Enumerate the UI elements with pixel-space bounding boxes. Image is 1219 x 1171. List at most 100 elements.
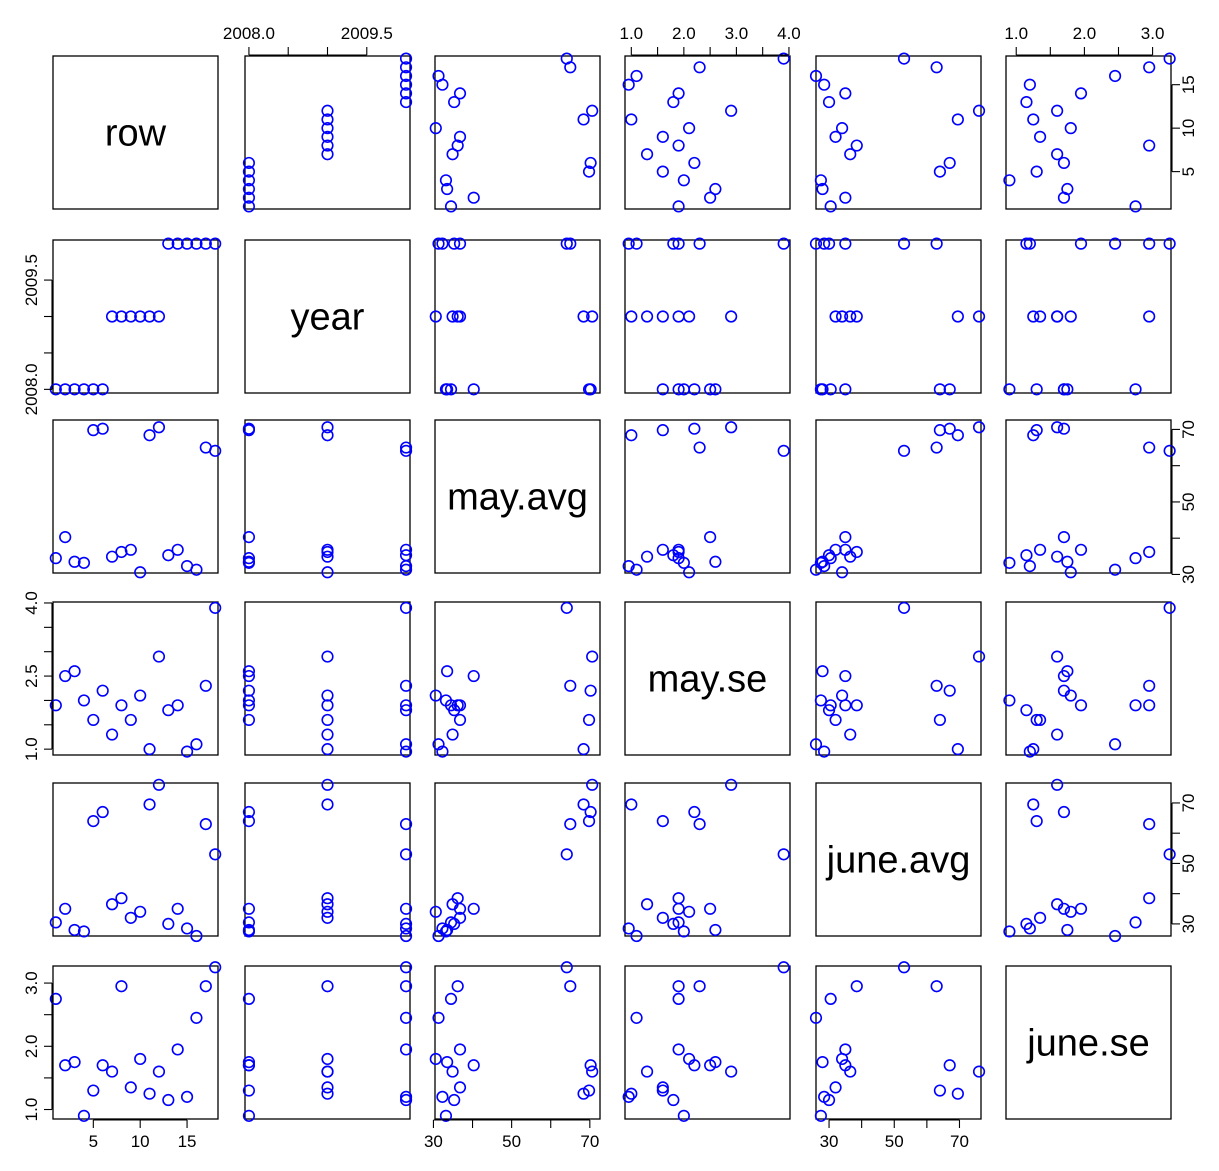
data-point	[134, 566, 147, 579]
data-point	[321, 713, 334, 727]
data-point	[850, 699, 863, 712]
data-point	[439, 174, 453, 187]
data-point	[586, 1065, 599, 1078]
variable-label-may-avg: may.avg	[447, 477, 588, 519]
data-point	[242, 1059, 256, 1072]
data-point	[1163, 237, 1176, 250]
data-point	[143, 1087, 156, 1100]
panel-frame	[434, 782, 601, 937]
data-point	[77, 925, 91, 938]
data-point	[49, 992, 62, 1005]
data-point	[242, 174, 256, 187]
data-point	[839, 237, 852, 250]
data-point	[429, 1052, 442, 1066]
data-point	[399, 61, 413, 74]
data-point	[321, 148, 334, 161]
data-point	[432, 69, 445, 83]
panel-row-vs-may-avg	[429, 52, 601, 213]
data-point	[709, 383, 722, 396]
panel-frame	[815, 965, 982, 1120]
data-point	[105, 1065, 119, 1078]
data-point	[829, 310, 842, 323]
data-point	[844, 728, 857, 741]
variable-label-june-se: june.se	[1026, 1023, 1150, 1065]
data-point	[972, 1065, 986, 1078]
data-point	[439, 383, 453, 396]
data-point	[399, 848, 413, 861]
data-point	[622, 560, 635, 573]
data-point	[672, 902, 685, 915]
data-point	[835, 310, 849, 323]
data-point	[399, 917, 413, 931]
data-point	[49, 552, 62, 565]
data-point	[242, 200, 256, 213]
data-point	[672, 383, 685, 396]
panel-june-avg-vs-june-se	[1003, 778, 1176, 943]
panel-frame	[815, 419, 982, 574]
panel-frame	[624, 55, 791, 210]
data-point	[441, 1055, 454, 1069]
panel-june-se-vs-june-se: june.se	[1005, 965, 1172, 1120]
data-point	[839, 383, 852, 396]
data-point	[399, 601, 413, 614]
data-point	[818, 78, 831, 91]
right-tick-label-row: 10	[1179, 119, 1198, 138]
data-point	[1051, 310, 1064, 323]
data-point	[124, 310, 137, 323]
data-point	[436, 1090, 449, 1103]
data-point	[1020, 237, 1033, 250]
data-point	[1143, 237, 1156, 250]
data-point	[321, 1052, 334, 1066]
data-point	[1033, 713, 1047, 727]
data-point	[809, 563, 823, 576]
data-point	[564, 237, 577, 250]
data-point	[242, 814, 256, 828]
data-point	[1027, 310, 1040, 323]
data-point	[59, 902, 72, 915]
data-point	[180, 922, 194, 935]
data-point	[199, 679, 212, 692]
data-point	[677, 925, 690, 938]
data-point	[134, 905, 147, 918]
data-point	[209, 237, 222, 250]
data-point	[677, 174, 690, 187]
data-point	[972, 104, 986, 117]
panel-june-se-vs-row	[49, 961, 222, 1122]
panel-frame	[52, 965, 219, 1120]
data-point	[704, 902, 717, 915]
right-tick-label-may-avg: 50	[1179, 492, 1198, 511]
y-tick-label-may-se: 2.5	[22, 664, 41, 688]
data-point	[704, 191, 717, 204]
data-point	[321, 980, 334, 993]
data-point	[1023, 78, 1036, 91]
y-tick-label-may-se: 4.0	[22, 591, 41, 615]
data-point	[59, 383, 72, 396]
data-point	[933, 1084, 947, 1097]
data-point	[321, 798, 334, 811]
data-point	[630, 563, 643, 576]
data-point	[1033, 310, 1047, 323]
panel-may-se-vs-june-se	[1003, 601, 1176, 758]
data-point	[115, 980, 128, 993]
data-point	[242, 556, 256, 569]
data-point	[693, 61, 706, 74]
data-point	[777, 237, 790, 250]
data-point	[844, 310, 857, 323]
data-point	[242, 684, 256, 697]
data-point	[321, 139, 334, 152]
data-point	[444, 200, 458, 213]
panel-may-avg-vs-year	[242, 419, 413, 579]
data-point	[672, 139, 685, 152]
data-point	[453, 237, 467, 250]
data-point	[672, 310, 685, 323]
data-point	[448, 917, 461, 931]
data-point	[124, 1081, 137, 1094]
panel-june-avg-vs-year	[242, 778, 413, 943]
data-point	[835, 122, 849, 135]
top-tick-label-year: 2008.0	[223, 24, 275, 43]
data-point	[242, 665, 256, 678]
data-point	[68, 923, 81, 937]
data-point	[1108, 69, 1122, 83]
data-point	[399, 543, 413, 556]
data-point	[1003, 174, 1016, 187]
